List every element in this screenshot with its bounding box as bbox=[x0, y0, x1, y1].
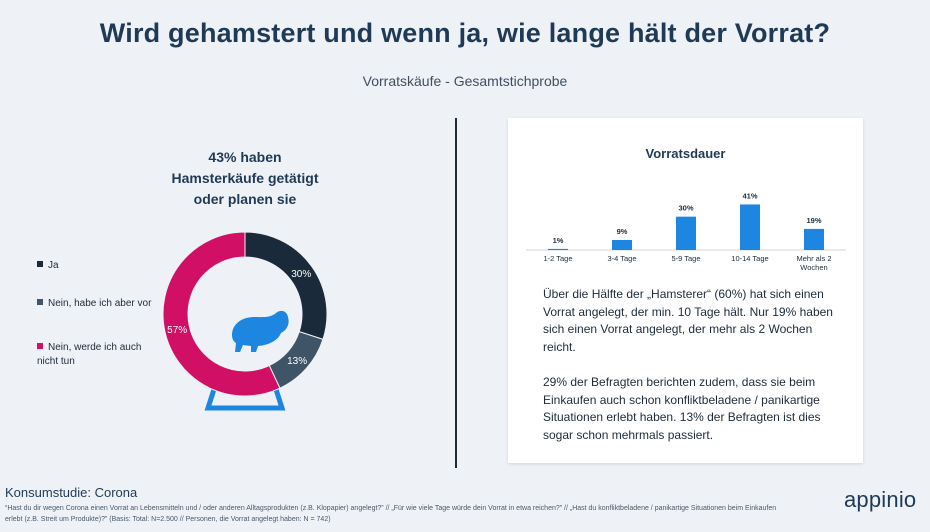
bar-value-label: 41% bbox=[742, 191, 757, 200]
bar-value-label: 1% bbox=[553, 236, 564, 245]
vertical-divider bbox=[455, 118, 457, 468]
donut-chart: 30% 13% 57% bbox=[162, 231, 328, 411]
bar-value-label: 19% bbox=[806, 216, 821, 225]
x-tick-label: 1-2 Tage bbox=[543, 254, 572, 263]
bar bbox=[740, 204, 760, 250]
x-tick-label: Wochen bbox=[800, 263, 827, 272]
x-tick-label: 3-4 Tage bbox=[607, 254, 636, 263]
page-title: Wird gehamstert und wenn ja, wie lange h… bbox=[99, 18, 831, 48]
donut-value-label: 30% bbox=[291, 269, 311, 280]
x-tick-label: Mehr als 2 bbox=[796, 254, 831, 263]
legend-label: Nein, habe ich aber vor bbox=[48, 298, 152, 309]
donut-headline: 43% haben Hamsterkäufe getätigt oder pla… bbox=[165, 147, 325, 210]
bar bbox=[804, 228, 824, 250]
stats-card: Vorratsdauer 1% 1-2 Tage 9% 3-4 Tage 30% 5-9 … bbox=[508, 118, 863, 463]
donut-headline-line: 43% haben bbox=[208, 149, 282, 165]
brand-logo: appinio bbox=[844, 487, 917, 512]
legend-item-ja: Ja bbox=[37, 259, 167, 273]
page-subtitle: Vorratskäufe - Gesamtstichprobe bbox=[362, 73, 568, 89]
hamster-icon bbox=[232, 310, 289, 352]
donut-value-label: 13% bbox=[287, 356, 307, 367]
legend-item-nein-vor: Nein, habe ich aber vor bbox=[37, 297, 167, 311]
donut-headline-line: Hamsterkäufe getätigt bbox=[171, 170, 319, 186]
donut-slice bbox=[162, 231, 281, 397]
bar bbox=[548, 248, 568, 250]
bar-value-label: 9% bbox=[617, 227, 628, 236]
bar-chart: 1% 1-2 Tage 9% 3-4 Tage 30% 5-9 Tage 41% 10-14 … bbox=[526, 191, 846, 272]
bar-value-label: 30% bbox=[678, 204, 693, 213]
footer-title: Konsumstudie: Corona bbox=[5, 485, 138, 500]
legend-swatch bbox=[37, 261, 43, 268]
x-tick-label: 10-14 Tage bbox=[731, 254, 768, 263]
bar-chart-title: Vorratsdauer bbox=[645, 146, 726, 161]
card-paragraph-2: 29% der Befragten berichten zudem, dass … bbox=[543, 375, 821, 442]
bar bbox=[612, 240, 632, 250]
legend-label: Nein, werde ich auch nicht tun bbox=[37, 342, 142, 367]
hamster-wheel-stand bbox=[204, 379, 286, 411]
footer-note: “Hast du dir wegen Corona einen Vorrat a… bbox=[5, 505, 777, 523]
legend-label: Ja bbox=[48, 260, 59, 271]
donut-headline-line: oder planen sie bbox=[193, 191, 297, 207]
legend-swatch bbox=[37, 299, 43, 306]
x-tick-label: 5-9 Tage bbox=[671, 254, 700, 263]
bar bbox=[676, 216, 696, 250]
legend-item-nein-nicht: Nein, werde ich auch nicht tun bbox=[37, 341, 155, 369]
legend-swatch bbox=[37, 343, 43, 350]
donut-value-label: 57% bbox=[167, 325, 187, 336]
card-paragraph-1: Über die Hälfte der „Hamsterer“ (60%) ha… bbox=[543, 287, 833, 354]
